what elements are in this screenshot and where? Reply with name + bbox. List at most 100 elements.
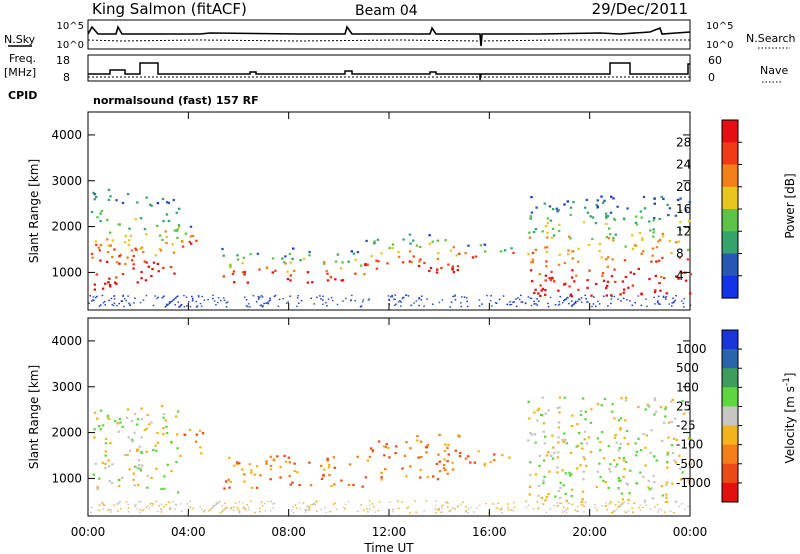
- velocity-echo-cell: [219, 511, 222, 514]
- power-echo-cell: [191, 297, 194, 300]
- velocity-echo-cell: [265, 460, 268, 463]
- velocity-echo-cell: [292, 512, 295, 514]
- velocity-echo-cell: [613, 417, 616, 420]
- power-echo-cell: [258, 297, 260, 299]
- power-echo-cell: [531, 280, 534, 283]
- power-echo-cell: [388, 298, 390, 301]
- x-tick-label: 08:00: [271, 525, 306, 539]
- power-echo-cell: [277, 305, 280, 307]
- velocity-echo-cell: [560, 502, 563, 504]
- power-echo-cell: [429, 266, 433, 270]
- power-echo-cell: [559, 295, 562, 298]
- power-echo-cell: [549, 296, 552, 299]
- velocity-echo-cell: [596, 403, 600, 406]
- velocity-echo-cell: [499, 508, 501, 511]
- power-echo-cell: [510, 303, 513, 306]
- velocity-echo-cell: [507, 506, 509, 509]
- velocity-echo-cell: [228, 486, 231, 489]
- velocity-echo-cell: [409, 465, 412, 468]
- power-echo-cell: [635, 223, 639, 226]
- power-echo-cell: [415, 244, 419, 247]
- velocity-echo-cell: [111, 463, 114, 466]
- velocity-echo-cell: [460, 503, 462, 505]
- power-echo-cell: [167, 303, 169, 306]
- power-echo-cell: [609, 233, 612, 236]
- velocity-echo-cell: [590, 408, 593, 411]
- power-echo-cell: [93, 283, 96, 286]
- velocity-echo-cell: [126, 454, 129, 457]
- velocity-echo-cell: [93, 436, 96, 439]
- power-echo-cell: [613, 268, 616, 271]
- velocity-echo-cell: [633, 502, 636, 504]
- power-echo-cell: [391, 296, 394, 298]
- power-echo-cell: [428, 234, 431, 237]
- power-echo-cell: [569, 213, 572, 216]
- velocity-echo-cell: [557, 421, 561, 424]
- power-echo-cell: [564, 299, 566, 301]
- velocity-echo-cell: [230, 507, 232, 509]
- power-echo-cell: [440, 266, 443, 270]
- power-echo-cell: [651, 247, 655, 250]
- power-echo-cell: [269, 299, 272, 301]
- power-echo-cell: [297, 295, 299, 297]
- velocity-echo-cell: [582, 456, 585, 459]
- velocity-echo-cell: [243, 506, 245, 508]
- power-echo-cell: [515, 298, 517, 300]
- velocity-echo-cell: [352, 483, 355, 487]
- power-echo-cell: [452, 271, 456, 274]
- velocity-echo-cell: [569, 452, 573, 455]
- velocity-echo-cell: [305, 510, 307, 512]
- velocity-echo-cell: [611, 410, 614, 413]
- power-echo-cell: [102, 302, 105, 304]
- velocity-echo-cell: [658, 508, 660, 511]
- velocity-echo-cell: [600, 431, 604, 434]
- velocity-colorbar-tick-label: 1000: [676, 342, 707, 356]
- power-echo-cell: [171, 300, 173, 302]
- power-echo-cell: [610, 195, 613, 198]
- velocity-echo-cell: [583, 457, 586, 460]
- velocity-echo-cell: [650, 487, 653, 490]
- power-echo-cell: [140, 246, 144, 249]
- power-echo-cell: [605, 236, 609, 239]
- velocity-echo-cell: [442, 467, 446, 470]
- velocity-echo-cell: [638, 506, 640, 509]
- power-echo-cell: [544, 274, 548, 277]
- velocity-echo-cell: [324, 506, 327, 509]
- velocity-echo-cell: [367, 511, 369, 513]
- velocity-echo-cell: [612, 511, 614, 514]
- velocity-ytick-label: 2000: [51, 426, 82, 440]
- velocity-echo-cell: [525, 500, 527, 502]
- power-echo-cell: [606, 215, 610, 218]
- velocity-echo-cell: [435, 504, 437, 507]
- velocity-echo-cell: [135, 423, 139, 426]
- velocity-echo-cell: [141, 510, 144, 512]
- velocity-echo-cell: [247, 506, 250, 508]
- nsearch-tick-top: 10^5: [706, 21, 733, 32]
- power-echo-cell: [634, 221, 638, 224]
- power-echo-cell: [93, 193, 96, 196]
- power-echo-cell: [577, 298, 580, 300]
- velocity-echo-cell: [329, 510, 331, 513]
- power-echo-cell: [632, 272, 636, 275]
- velocity-echo-cell: [674, 461, 678, 464]
- velocity-echo-cell: [483, 464, 486, 467]
- power-echo-cell: [622, 217, 626, 220]
- power-echo-cell: [108, 277, 111, 280]
- velocity-echo-cell: [314, 504, 316, 506]
- x-axis-label: Time UT: [363, 541, 414, 554]
- power-echo-cell: [655, 246, 659, 249]
- power-echo-cell: [377, 260, 380, 263]
- velocity-echo-cell: [632, 511, 634, 513]
- power-echo-cell: [683, 297, 685, 300]
- power-echo-cell: [152, 261, 156, 264]
- power-echo-cell: [541, 287, 545, 290]
- power-echo-cell: [261, 306, 264, 308]
- power-echo-cell: [544, 225, 548, 228]
- power-echo-cell: [134, 218, 137, 221]
- velocity-echo-cell: [347, 501, 350, 503]
- velocity-echo-cell: [621, 501, 624, 504]
- velocity-echo-cell: [104, 442, 108, 445]
- velocity-echo-cell: [323, 468, 326, 471]
- power-echo-cell: [112, 304, 115, 307]
- velocity-echo-cell: [595, 485, 598, 489]
